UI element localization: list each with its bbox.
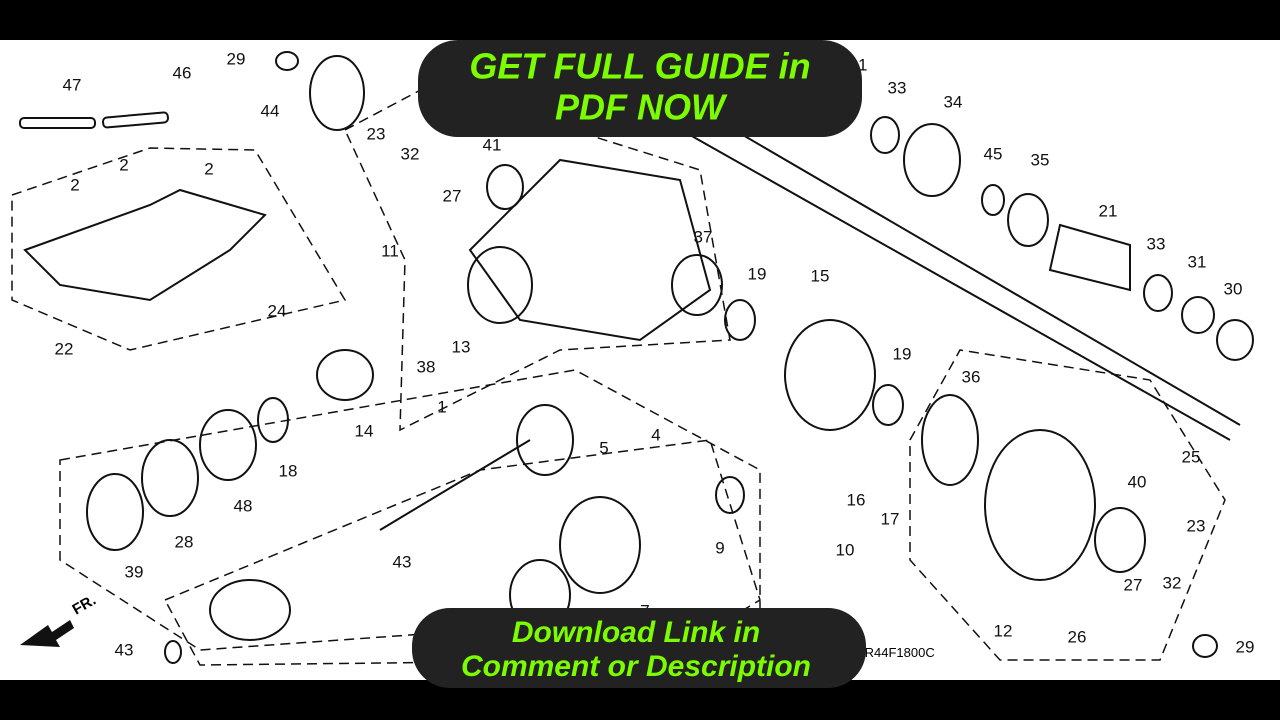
part-label: 2 xyxy=(204,159,213,178)
part-label: 15 xyxy=(811,266,830,285)
part-label: 14 xyxy=(355,421,374,440)
part-label: 37 xyxy=(694,227,713,246)
part-label: 2 xyxy=(70,175,79,194)
part-label: 32 xyxy=(401,144,420,163)
part-label: 4 xyxy=(651,425,660,444)
part-label: 30 xyxy=(1224,279,1243,298)
diagram-code: HR44F1800C xyxy=(855,645,935,660)
part-label: 36 xyxy=(962,367,981,386)
banner-top-line1: GET FULL GUIDE in xyxy=(469,46,810,87)
part-label: 10 xyxy=(836,540,855,559)
part-label: 13 xyxy=(452,337,471,356)
part-label: 1 xyxy=(437,397,446,416)
part-label: 16 xyxy=(847,490,866,509)
banner-bottom-line1: Download Link in xyxy=(512,616,760,649)
part-label: 22 xyxy=(55,339,74,358)
top-bar xyxy=(0,0,1280,40)
part-label: 18 xyxy=(279,461,298,480)
part-label: 39 xyxy=(125,562,144,581)
part-label: 31 xyxy=(1188,252,1207,271)
banner-top[interactable] xyxy=(418,40,862,137)
part-label: 17 xyxy=(881,509,900,528)
banner-bottom[interactable] xyxy=(412,608,866,688)
front-arrow xyxy=(20,620,74,647)
part-label: 32 xyxy=(1163,573,1182,592)
part-label: 46 xyxy=(173,63,192,82)
part-label: 33 xyxy=(1147,234,1166,253)
part-label: 47 xyxy=(63,75,82,94)
part-label: 33 xyxy=(888,78,907,97)
part-label: 43 xyxy=(115,640,134,659)
part-label: 19 xyxy=(893,344,912,363)
part-label: 40 xyxy=(1128,472,1147,491)
part-label: 25 xyxy=(1182,447,1201,466)
part-label: 35 xyxy=(1031,150,1050,169)
part-label: 19 xyxy=(748,264,767,283)
part-label: 12 xyxy=(994,621,1013,640)
part-label: 43 xyxy=(393,552,412,571)
part-label: 34 xyxy=(944,92,963,111)
banner-bottom-line2: Comment or Description xyxy=(461,650,811,683)
banner-top-line2: PDF NOW xyxy=(555,87,728,128)
part-label: 38 xyxy=(417,357,436,376)
parts-drawing xyxy=(11,51,1254,666)
part-label: 11 xyxy=(381,241,399,260)
part-label: 9 xyxy=(715,538,724,557)
part-label: 48 xyxy=(234,496,253,515)
part-label: 45 xyxy=(984,144,1003,163)
part-label: 21 xyxy=(1099,201,1118,220)
part-label: 29 xyxy=(227,49,246,68)
part-label: 29 xyxy=(1236,637,1255,656)
part-label: 44 xyxy=(261,101,280,120)
part-label: 27 xyxy=(1124,575,1143,594)
part-label: 23 xyxy=(1187,516,1206,535)
part-label: 28 xyxy=(175,532,194,551)
part-label: 5 xyxy=(599,438,608,457)
part-label: 2 xyxy=(119,155,128,174)
part-label: 24 xyxy=(268,301,287,320)
part-label: 26 xyxy=(1068,627,1087,646)
part-label: 23 xyxy=(367,124,386,143)
part-label: 27 xyxy=(443,186,462,205)
part-label: 41 xyxy=(483,135,502,154)
diagram-area xyxy=(0,40,1280,680)
